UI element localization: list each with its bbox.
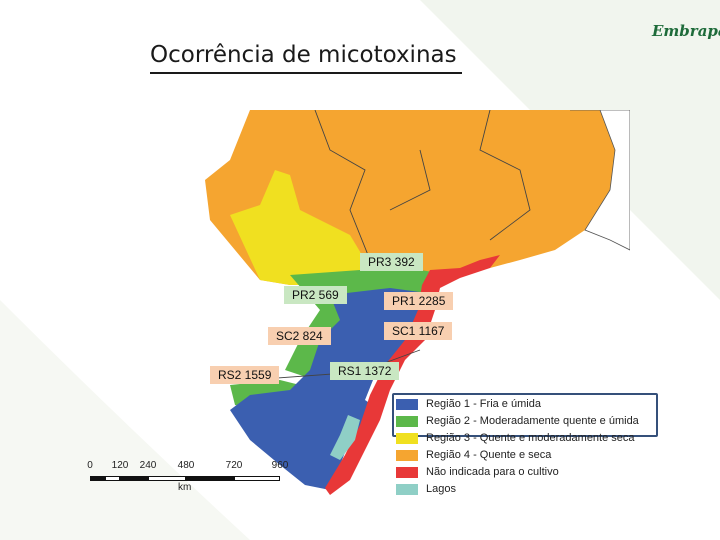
map-label-rs1: RS1 1372 (330, 362, 400, 380)
map-label-pr2: PR2 569 (284, 286, 347, 304)
legend-label: Região 1 - Fria e úmida (426, 398, 541, 410)
scale-unit: km (178, 482, 192, 493)
scale-bar: 0 120 240 480 720 960 km (86, 460, 291, 500)
legend-swatch (396, 432, 418, 444)
embrapa-logo: Embrapa (652, 22, 720, 40)
legend-swatch (396, 398, 418, 410)
legend-label: Região 3 - Quente e moderadamente seca (426, 432, 635, 444)
map-unmapped-area (570, 110, 630, 251)
map-legend: Região 1 - Fria e úmida Região 2 - Moder… (392, 393, 662, 498)
scale-segment (120, 476, 148, 481)
legend-item-region-3: Região 3 - Quente e moderadamente seca (396, 430, 635, 446)
map-state-borders (249, 110, 531, 381)
legend-swatch (396, 466, 418, 478)
regional-map (205, 110, 630, 495)
map-region-3 (230, 170, 365, 285)
legend-highlight-box (392, 393, 658, 437)
map-label-rs2: RS2 1559 (210, 366, 280, 384)
legend-swatch (396, 415, 418, 427)
scale-tick: 960 (271, 460, 289, 471)
legend-item-not-indicated: Não indicada para o cultivo (396, 464, 559, 480)
legend-item-region-4: Região 4 - Quente e seca (396, 447, 551, 463)
legend-swatch (396, 449, 418, 461)
scale-segment (90, 476, 105, 481)
legend-item-lakes: Lagos (396, 481, 456, 497)
map-label-pr3: PR3 392 (360, 253, 423, 271)
scale-segment (186, 476, 234, 481)
map-label-sc2: SC2 824 (268, 327, 331, 345)
slide-title: Ocorrência de micotoxinas (150, 42, 457, 68)
scale-tick: 120 (111, 460, 129, 471)
map-lakes (330, 415, 360, 460)
legend-item-region-1: Região 1 - Fria e úmida (396, 396, 541, 412)
map-label-pr1: PR1 2285 (384, 292, 454, 310)
scale-tick: 720 (225, 460, 243, 471)
legend-label: Região 4 - Quente e seca (426, 449, 552, 461)
map-not-indicated (325, 255, 500, 495)
legend-item-region-2: Região 2 - Moderadamente quente e úmida (396, 413, 639, 429)
map-label-sc1: SC1 1167 (384, 322, 453, 340)
legend-swatch (396, 483, 418, 495)
legend-label: Região 2 - Moderadamente quente e úmida (426, 415, 639, 427)
legend-label: Lagos (426, 483, 456, 495)
legend-label: Não indicada para o cultivo (426, 466, 559, 478)
map-region-1 (230, 288, 430, 490)
scale-segment (148, 476, 186, 481)
title-underline (150, 72, 462, 74)
scale-segment (234, 476, 280, 481)
scale-tick: 240 (139, 460, 157, 471)
scale-tick: 480 (177, 460, 195, 471)
scale-tick: 0 (87, 460, 93, 471)
scale-segment (105, 476, 120, 481)
